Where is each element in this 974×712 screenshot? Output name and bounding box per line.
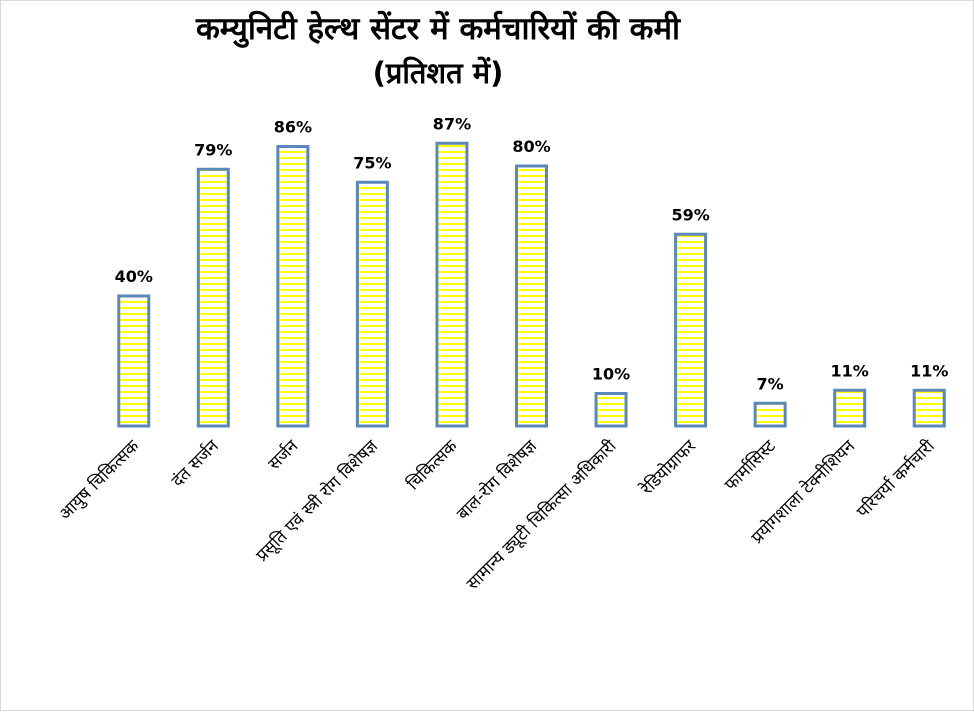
data-labels-group: 40% 79% 86% 75% 87% 80% 10% 59% 7% 11% 11% xyxy=(115,114,949,393)
bar xyxy=(435,141,469,428)
bar xyxy=(833,388,867,428)
data-label: 86% xyxy=(274,118,312,137)
bar xyxy=(753,401,787,428)
bar xyxy=(276,145,310,428)
chart-title: कम्युनिटी हेल्थ सेंटर में कर्मचारियों की… xyxy=(195,10,681,48)
bar xyxy=(515,164,548,428)
x-tick-label: दंत सर्जन xyxy=(167,435,223,491)
x-tick-label: चिकित्सक xyxy=(403,435,462,494)
data-label: 59% xyxy=(671,205,709,224)
data-label: 40% xyxy=(115,267,153,286)
x-tick-label: बाल-रोग विशेषज्ञ xyxy=(452,435,541,524)
x-tick-label: परिचर्या कर्मचारी xyxy=(852,435,939,522)
data-label: 80% xyxy=(512,137,550,156)
x-tick-label: फार्मासिस्ट xyxy=(720,435,780,495)
data-label: 79% xyxy=(194,140,232,159)
chart-subtitle: (प्रतिशत में) xyxy=(373,56,504,90)
bar xyxy=(117,294,151,428)
bars-group xyxy=(117,141,946,428)
x-tick-label: सामान्य ड्यूटी चिकित्सा अधिकारी xyxy=(462,435,621,594)
bar xyxy=(196,167,230,428)
bar xyxy=(594,392,628,428)
bar xyxy=(674,232,708,428)
data-label: 75% xyxy=(353,153,391,172)
x-tick-label: आयुष चिकित्सक xyxy=(55,435,144,524)
data-label: 7% xyxy=(757,374,784,393)
data-label: 11% xyxy=(910,361,948,380)
x-tick-label: रेडियोग्राफर xyxy=(636,435,701,500)
bar xyxy=(355,180,389,428)
data-label: 11% xyxy=(831,361,869,380)
x-tick-label: सर्जन xyxy=(264,435,303,474)
x-tick-labels-group: आयुष चिकित्सक दंत सर्जन सर्जनप्रसूति एवं स… xyxy=(55,435,940,594)
data-label: 87% xyxy=(433,114,471,133)
bar xyxy=(912,388,946,428)
data-label: 10% xyxy=(592,365,630,384)
